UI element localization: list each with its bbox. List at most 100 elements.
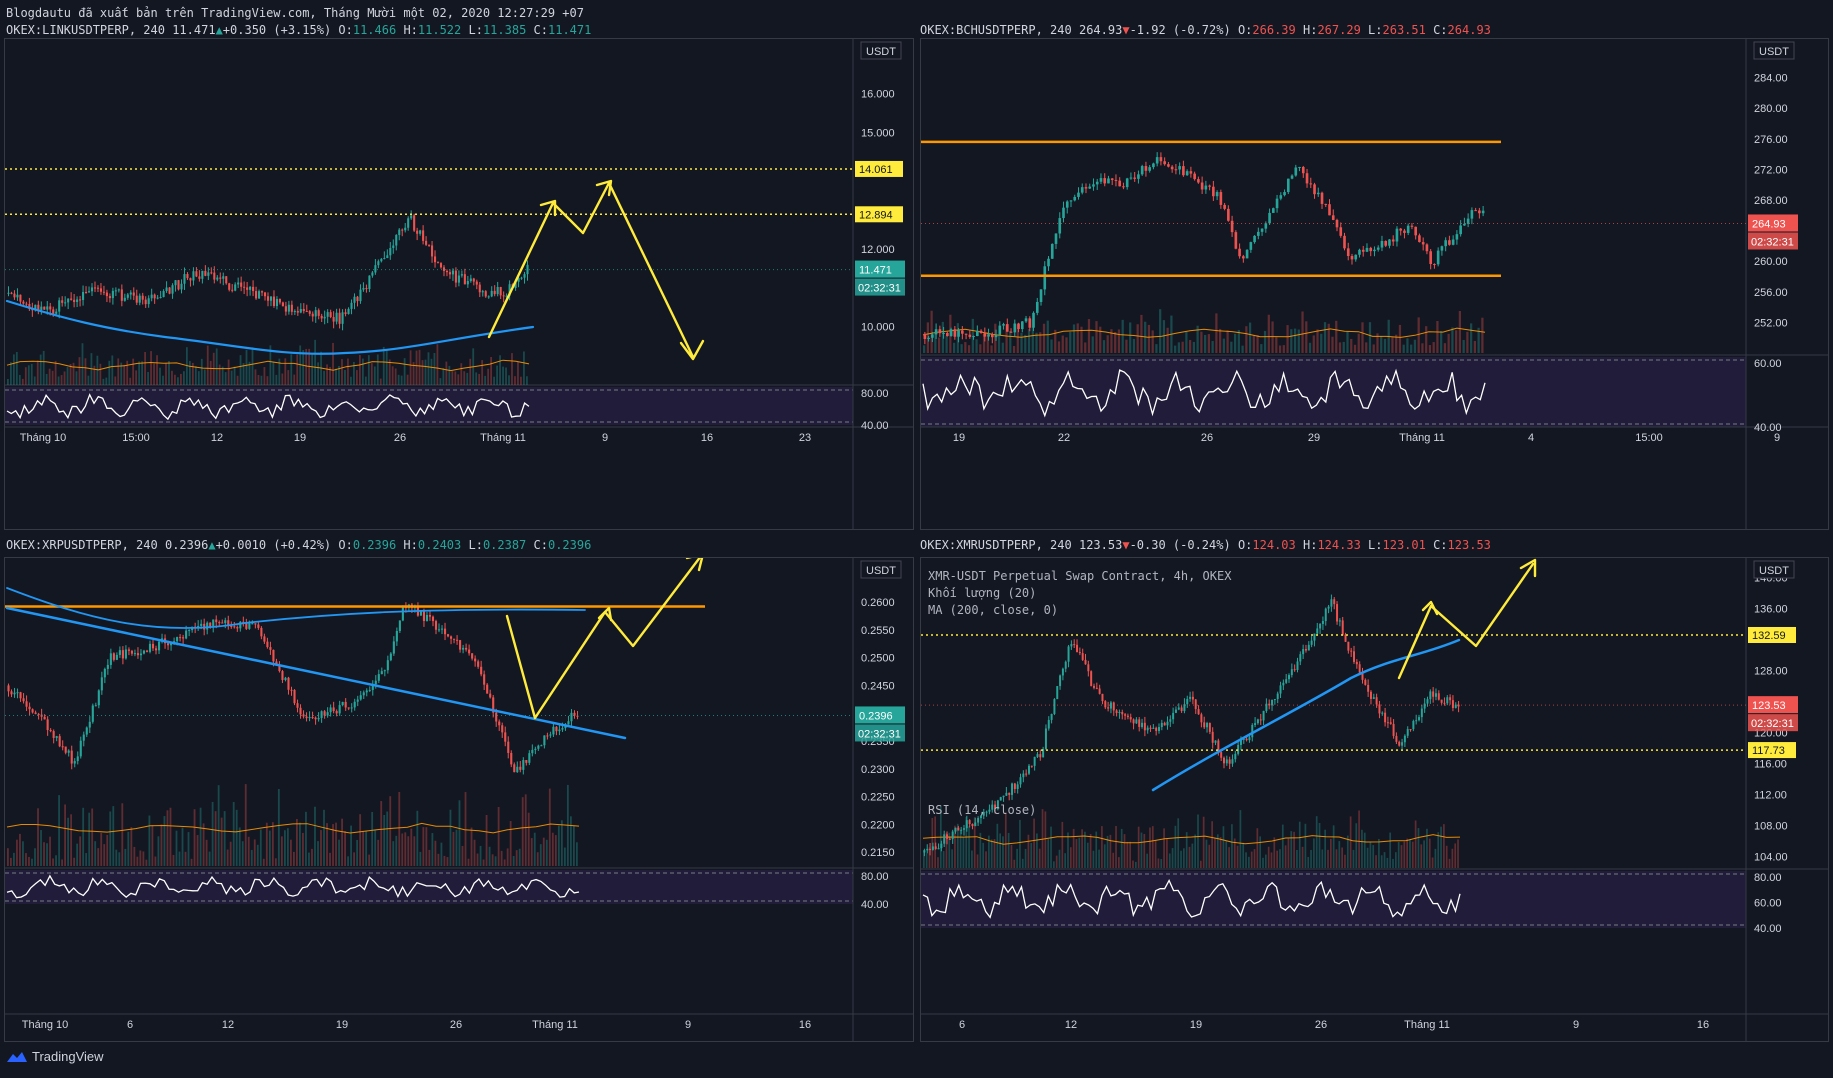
candle-body [299,309,302,313]
candle-body [1273,699,1276,701]
volume-bar [55,855,57,866]
volume-bar [302,832,304,866]
candle-body [926,848,929,851]
candle-body [1047,258,1050,267]
chart-pane-bch[interactable]: 284.00 280.00 276.00 272.00 268.00 260.00 256.… [920,38,1829,530]
chart-canvas-bch[interactable]: 284.00280.00276.00272.00268.00260.00256.… [921,39,1829,530]
chart-canvas-xrp[interactable]: 0.26500.26000.25500.25000.24500.23500.23… [5,558,914,1042]
candle-body [1208,185,1211,187]
volume-bar [1007,832,1010,868]
ma-200-line [1151,638,1461,792]
rsi-tick-label: 40.00 [1754,422,1782,434]
candle-body [145,650,149,652]
volume-bar [22,841,24,866]
volume-bar [1338,841,1341,868]
volume-bar [13,852,15,866]
candle-body [1375,697,1378,705]
candle-body [994,334,998,338]
candle-body [1451,239,1455,245]
volume-bar [539,844,542,866]
chart-pane-xrp[interactable]: 0.26500.26000.25500.25000.24500.23500.23… [4,557,914,1042]
candle-body [401,229,404,231]
volume-bar [1428,838,1431,868]
volume-bar [499,355,501,385]
candle-body [356,296,359,302]
candle-body [442,267,446,271]
volume-bar [275,374,278,385]
candle-body [1347,641,1350,651]
candle-body [156,297,159,299]
volume-bar [1222,338,1225,353]
volume-bar [1226,330,1229,353]
arrow-head [595,179,613,197]
candle-body [162,291,165,298]
volume-bar [311,848,313,866]
candle-body [225,276,228,284]
volume-bar [1106,335,1109,353]
volume-bar [1192,341,1196,353]
candle-body [377,261,380,266]
volume-bar [1194,834,1197,868]
volume-bar [502,366,504,385]
candle-body [347,308,350,314]
volume-bar [147,371,149,385]
candle-body [1191,696,1194,700]
volume-bar [33,376,36,385]
chart-pane-link[interactable]: 16.00015.00012.00010.00017.000USDT80.004… [4,38,914,530]
volume-bar [239,355,242,385]
current-price-label: 264.93 [1752,218,1786,230]
candle-body [1109,702,1112,709]
volume-bar [1245,852,1247,868]
candle-body [49,730,52,732]
candle-body [974,822,977,827]
volume-bar [1020,332,1023,353]
candle-body [108,296,111,299]
candle-body [109,653,112,665]
volume-bar [1304,823,1307,868]
volume-bar [371,811,374,866]
price-tick-label: 0.2500 [861,653,895,665]
volume-bar [491,854,494,866]
candle-body [1369,247,1373,252]
volume-bar [182,371,185,385]
candle-body [1193,173,1196,180]
candle-body [528,753,531,763]
candle-body [1070,644,1073,647]
candle-body [314,310,317,317]
candle-body [422,610,426,622]
candle-body [1440,699,1443,703]
chart-canvas-link[interactable]: 16.00015.00012.00010.00017.000USDT80.004… [5,39,914,530]
volume-bar [124,848,127,866]
volume-bar [353,361,355,385]
candle-body [133,653,137,655]
volume-bar [1454,843,1457,868]
candle-body [305,311,308,313]
volume-bar [1413,339,1417,353]
candle-body [1412,720,1415,730]
rsi-tick-label: 60.00 [1754,898,1782,910]
candle-body [67,750,70,753]
candle-body [28,304,31,309]
volume-bar [362,830,365,866]
candle-body [302,309,305,312]
candle-body [1178,166,1181,170]
arrow-head [679,339,705,361]
candle-body [1257,231,1260,236]
candle-body [1330,599,1333,607]
candle-body [1341,620,1344,635]
volume-bar [1180,850,1182,868]
candle-body [1017,323,1020,330]
volume-bar [205,839,208,866]
volume-bar [1376,333,1379,353]
chart-pane-xmr[interactable]: 140.00 136.00 128.00 120.00 116.00 112.00 108.… [920,557,1829,1042]
candle-body [192,271,195,281]
volume-bar [1383,338,1387,353]
tradingview-brand[interactable]: TradingView [6,1049,104,1064]
candle-body [1197,709,1200,715]
volume-bar [1368,322,1372,353]
volume-bar [230,370,233,385]
time-tick-label: Tháng 11 [480,432,526,444]
chart-canvas-xmr[interactable]: 140.00136.00128.00120.00116.00112.00108.… [921,558,1829,1042]
volume-bar [347,856,349,866]
candle-body [275,661,278,665]
